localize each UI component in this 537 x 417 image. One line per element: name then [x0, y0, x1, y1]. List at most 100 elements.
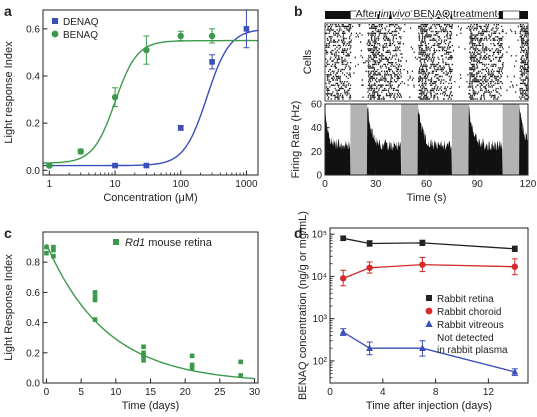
- raster-frame: [324, 22, 529, 102]
- light-on-band: [350, 104, 368, 175]
- x-tick-label: 60: [421, 179, 433, 190]
- data-point: [92, 294, 98, 300]
- x-tick-label: 10: [109, 179, 121, 190]
- x-tick-label: 20: [180, 387, 192, 398]
- legend-label-denaq: DENAQ: [63, 17, 99, 28]
- y-tick-label: 10³: [313, 314, 328, 325]
- y-tick-label: 10⁴: [312, 272, 327, 283]
- y-tick-label: 0.8: [26, 258, 40, 269]
- data-point-denaq: [243, 26, 250, 32]
- panel-letter: b: [294, 3, 303, 19]
- light-bar-off: [325, 11, 528, 19]
- panel-d: d 0 4 8 12 10² 10³ 10⁴ 10⁵ Time after injection (…: [294, 211, 529, 412]
- fit-curve-benaq: [43, 39, 258, 164]
- data-point-rabbit-retina: [340, 235, 346, 242]
- y-axis-label: Light Response Index: [3, 254, 15, 361]
- panel-letter: d: [294, 225, 303, 241]
- raster-title-part: in vivo: [381, 8, 411, 20]
- plot-frame: [42, 231, 259, 384]
- data-point-benaq: [208, 32, 216, 40]
- y-tick-label: 0.0: [26, 379, 40, 390]
- x-tick-label: 25: [214, 387, 226, 398]
- data-point-rabbit-choroid: [419, 261, 426, 268]
- raster-spikes: [325, 24, 530, 100]
- x-axis-label: Time after injection (days): [366, 400, 492, 412]
- panel-b: b After in vivo BENAQ treatment Cells 0 30 60…: [290, 3, 537, 204]
- y-tick-label: 0.4: [26, 72, 40, 83]
- x-tick-label: 1000: [235, 179, 258, 190]
- raster-title-part: BENAQ treatment: [410, 8, 497, 20]
- y-axis-label: Firing Rate (Hz): [290, 101, 302, 179]
- x-tick-label: 8: [433, 387, 439, 398]
- data-point-denaq: [177, 125, 184, 131]
- data-point: [141, 358, 146, 363]
- x-tick-label: 10: [110, 387, 122, 398]
- x-tick-label: 12: [483, 387, 495, 398]
- light-bar-on-segment: [502, 10, 520, 20]
- legend-label-benaq: BENAQ: [63, 30, 98, 41]
- raster-label: Cells: [302, 49, 314, 74]
- data-point-rabbit-retina: [366, 240, 373, 247]
- legend-label: Rd1 mouse retina: [125, 237, 213, 249]
- y-tick-label: 0.4: [26, 318, 40, 329]
- data-point-benaq: [77, 148, 84, 155]
- data-point-rabbit-vitreous: [366, 344, 373, 351]
- data-point-rabbit-retina: [512, 246, 518, 252]
- data-point: [51, 247, 56, 253]
- legend-marker-rabbit-choroid: [425, 307, 433, 315]
- data-point: [92, 297, 98, 303]
- x-tick-label: 30: [370, 179, 382, 190]
- y-tick-label: 10⁵: [312, 230, 327, 241]
- raster-title: After in vivo BENAQ treatment: [356, 8, 498, 20]
- data-point-benaq: [143, 46, 150, 54]
- y-tick-label: 10²: [313, 356, 328, 367]
- data-point: [141, 344, 146, 350]
- fit-curve-denaq: [43, 29, 259, 167]
- data-point-rabbit-choroid: [340, 275, 347, 282]
- x-tick-label: 0: [322, 179, 328, 190]
- panel-a: a 1 10 100 1000 0.0 0.2 0.4 0.6 Concentration (μM…: [3, 3, 259, 204]
- data-point-benaq: [46, 162, 53, 169]
- x-axis-label: Time (days): [122, 400, 180, 412]
- data-point: [92, 317, 98, 322]
- light-on-band: [502, 104, 520, 175]
- data-point-benaq: [177, 32, 184, 40]
- x-axis-label: Time (s): [407, 192, 447, 204]
- x-tick-label: 0: [44, 387, 50, 398]
- x-tick-label: 100: [172, 179, 189, 190]
- data-point: [141, 350, 146, 356]
- panel-c: c 0 5 10 15 20 25 30 0.0 0.2 0.4 0.6 0.8 Time (days) L…: [3, 225, 261, 412]
- plot-frame: [329, 227, 529, 384]
- x-tick-label: 15: [145, 387, 157, 398]
- legend-marker-benaq: [51, 30, 59, 38]
- x-tick-label: 90: [472, 179, 484, 190]
- y-tick-label: 40: [311, 123, 323, 134]
- panel-letter: c: [4, 225, 12, 241]
- data-point-benaq: [111, 94, 119, 101]
- data-point: [189, 365, 195, 371]
- y-tick-label: 0.6: [26, 24, 40, 35]
- legend-note-line: in rabbit plasma: [437, 345, 508, 356]
- data-point: [141, 353, 146, 359]
- legend-label-rabbit-choroid: Rabbit choroid: [437, 307, 501, 318]
- legend-marker-rabbit-retina: [426, 295, 432, 301]
- data-point: [238, 359, 243, 365]
- data-point-rabbit-retina: [419, 240, 426, 246]
- legend-label-italic: Rd1: [125, 237, 145, 249]
- legend-marker-rabbit-vitreous: [425, 320, 433, 327]
- light-on-band: [451, 104, 469, 175]
- x-axis-label: Concentration (μM): [103, 192, 197, 204]
- data-point-rabbit-vitreous: [339, 328, 347, 335]
- series-line-rabbit-vitreous: [342, 331, 515, 373]
- y-axis-label: Light response Index: [3, 41, 15, 144]
- data-point: [51, 244, 56, 250]
- data-point: [189, 353, 195, 359]
- data-point-denaq: [143, 162, 150, 169]
- x-tick-label: 30: [249, 387, 261, 398]
- y-tick-label: 0.6: [26, 288, 40, 299]
- legend-label-rabbit-retina: Rabbit retina: [437, 294, 494, 305]
- legend-label-rabbit-vitreous: Rabbit vitreous: [437, 320, 504, 331]
- data-point: [92, 290, 98, 295]
- y-tick-label: 0.2: [26, 119, 40, 130]
